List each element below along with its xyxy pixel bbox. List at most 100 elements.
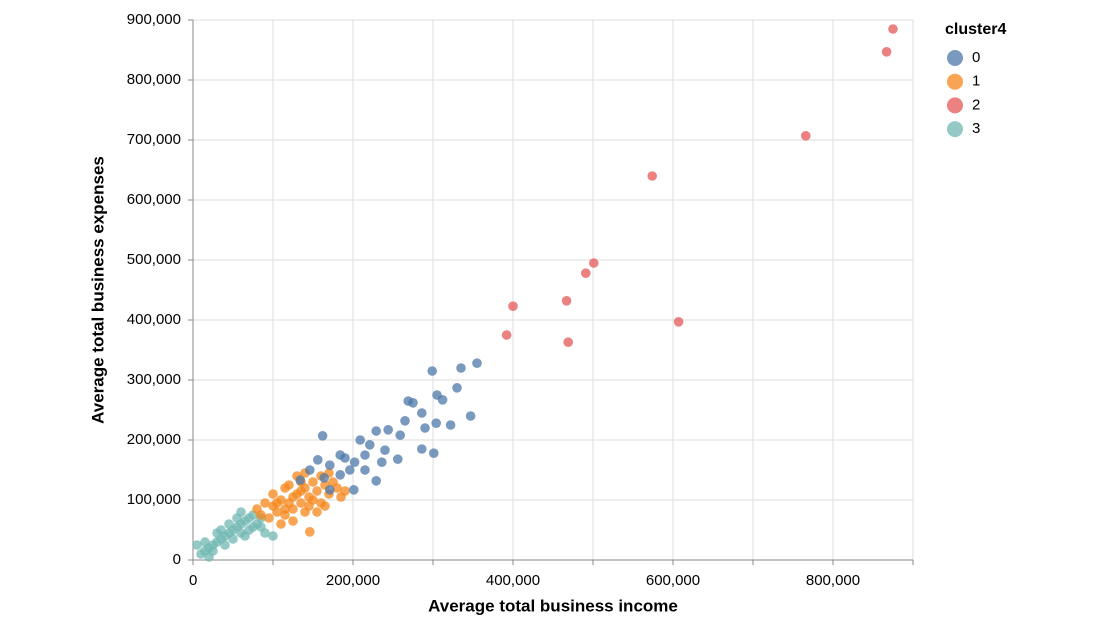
y-tick-label: 600,000 [127, 191, 181, 208]
point [431, 418, 442, 429]
point [420, 423, 430, 433]
point [365, 440, 375, 450]
point [345, 465, 355, 475]
point [445, 420, 456, 430]
point [417, 408, 427, 418]
y-tick-label: 0 [173, 551, 181, 568]
point [325, 460, 335, 471]
y-tick-label: 400,000 [127, 311, 181, 328]
point [563, 337, 573, 348]
point [276, 519, 286, 529]
point [383, 425, 394, 435]
point [220, 540, 230, 550]
point [393, 454, 403, 465]
point [192, 540, 202, 550]
point [452, 383, 462, 393]
point [252, 504, 262, 514]
point [313, 455, 323, 465]
point [408, 398, 418, 408]
point [296, 486, 306, 496]
point [581, 268, 591, 279]
point [360, 465, 370, 475]
y-tick-label: 900,000 [127, 11, 181, 28]
x-tick-label: 800,000 [806, 572, 860, 589]
point [349, 485, 359, 495]
y-tick-label: 200,000 [127, 431, 181, 448]
point [508, 301, 518, 312]
legend-swatch [947, 50, 963, 66]
point [456, 363, 466, 373]
legend-label: 3 [972, 120, 980, 137]
point [380, 445, 390, 456]
point [288, 516, 298, 526]
point [280, 504, 290, 514]
point [296, 498, 306, 508]
point [272, 507, 282, 517]
point [272, 498, 282, 508]
point [881, 47, 892, 57]
legend-label: 0 [972, 49, 980, 66]
point [319, 473, 330, 483]
y-tick-label: 800,000 [127, 71, 181, 88]
point [264, 513, 274, 523]
point [400, 416, 410, 426]
x-axis-title: Average total business income [428, 596, 678, 615]
point [260, 498, 270, 508]
x-tick-label: 600,000 [646, 572, 700, 589]
y-tick-label: 300,000 [127, 371, 181, 388]
x-tick-label: 0 [189, 572, 197, 589]
point [332, 483, 342, 493]
x-tick-label: 400,000 [486, 572, 540, 589]
point [325, 485, 335, 495]
point [349, 457, 360, 468]
point [305, 465, 315, 475]
point [236, 507, 246, 517]
legend-swatch [947, 73, 963, 90]
point [437, 395, 448, 405]
point [305, 527, 315, 537]
point [429, 448, 439, 459]
point [268, 531, 278, 541]
point [801, 131, 811, 141]
legend-title: cluster4 [945, 21, 1006, 38]
legend-swatch [947, 97, 963, 114]
point [317, 431, 328, 441]
y-tick-label: 100,000 [127, 491, 181, 508]
legend-swatch [947, 121, 963, 138]
point [308, 477, 318, 487]
point [200, 537, 210, 547]
point [312, 486, 322, 496]
point [340, 486, 350, 496]
point [355, 435, 366, 445]
point [371, 476, 382, 486]
point [417, 444, 427, 454]
point [501, 330, 512, 340]
point [228, 534, 238, 544]
point [472, 358, 482, 369]
point [395, 430, 406, 441]
point [673, 317, 684, 327]
point [312, 507, 322, 517]
point [288, 504, 298, 514]
point [280, 483, 290, 493]
point [589, 258, 599, 268]
point [304, 501, 314, 511]
y-tick-label: 500,000 [127, 251, 181, 268]
point [377, 457, 387, 468]
x-tick-label: 200,000 [326, 572, 380, 589]
point [561, 296, 572, 306]
point [240, 531, 250, 541]
point [465, 411, 476, 421]
legend-label: 2 [972, 96, 980, 113]
point [371, 426, 382, 436]
point [260, 528, 270, 538]
legend-label: 1 [972, 73, 980, 90]
point [888, 24, 898, 34]
point [335, 450, 346, 460]
point [248, 522, 258, 532]
point [295, 475, 306, 486]
point [427, 366, 438, 376]
y-axis-title: Average total business expenses [88, 156, 107, 424]
point [216, 525, 226, 535]
